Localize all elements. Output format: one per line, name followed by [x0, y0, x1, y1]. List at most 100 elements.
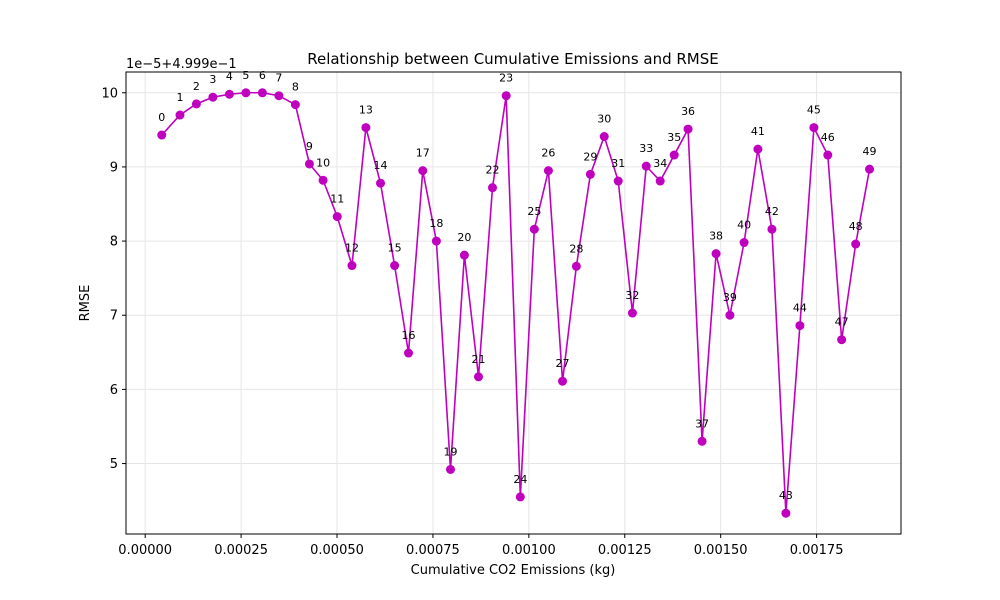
point-label: 4	[226, 70, 233, 83]
data-point	[627, 308, 637, 318]
point-label: 27	[556, 357, 570, 370]
data-point	[446, 464, 456, 474]
point-label: 30	[597, 113, 611, 126]
data-point	[585, 169, 595, 179]
point-label: 32	[625, 289, 639, 302]
point-label: 49	[863, 145, 877, 158]
point-label: 26	[541, 147, 555, 160]
plot-frame	[125, 71, 902, 535]
data-point	[175, 110, 185, 120]
x-tick-label: 0.00050	[310, 543, 364, 558]
point-label: 44	[793, 302, 807, 315]
data-point	[613, 176, 623, 186]
data-point	[304, 159, 314, 169]
data-point	[599, 132, 609, 142]
point-label: 34	[653, 157, 667, 170]
point-label: 10	[316, 156, 330, 169]
point-label: 11	[330, 193, 344, 206]
data-point	[558, 376, 568, 386]
x-tick-label: 0.00000	[118, 543, 172, 558]
data-point	[641, 161, 651, 171]
data-point	[501, 91, 511, 101]
point-label: 5	[242, 69, 249, 82]
data-point	[515, 492, 525, 502]
point-label: 40	[737, 219, 751, 232]
point-label: 43	[779, 489, 793, 502]
data-point	[753, 144, 763, 154]
data-points	[157, 88, 875, 518]
point-label: 3	[209, 73, 216, 86]
data-point	[571, 261, 581, 271]
data-point	[781, 508, 791, 518]
point-label: 42	[765, 205, 779, 218]
data-point	[274, 91, 284, 101]
point-label: 15	[388, 242, 402, 255]
data-point	[376, 178, 386, 188]
data-point	[257, 88, 267, 98]
data-point	[241, 88, 251, 98]
data-point	[431, 236, 441, 246]
y-tick-label: 9	[110, 160, 118, 175]
data-point	[711, 249, 721, 259]
y-tick-label: 7	[110, 309, 118, 324]
data-point	[290, 100, 300, 110]
point-label: 8	[292, 81, 299, 94]
point-label: 46	[821, 131, 835, 144]
point-label: 2	[193, 80, 200, 93]
data-point	[361, 123, 371, 133]
data-point	[837, 335, 847, 345]
point-label: 36	[681, 105, 695, 118]
data-point	[332, 212, 342, 222]
point-label: 37	[695, 417, 709, 430]
data-point	[795, 321, 805, 331]
series-line	[161, 91, 871, 514]
grid	[126, 72, 901, 534]
data-point	[157, 130, 167, 140]
point-label: 16	[401, 329, 415, 342]
point-label: 47	[835, 316, 849, 329]
data-point	[809, 123, 819, 133]
data-point	[418, 166, 428, 176]
x-tick-label: 0.00125	[598, 543, 652, 558]
point-label: 18	[429, 217, 443, 230]
data-point	[318, 175, 328, 185]
x-axis-label: Cumulative CO2 Emissions (kg)	[411, 563, 616, 578]
point-label: 21	[472, 353, 486, 366]
point-label: 41	[751, 125, 765, 138]
point-label: 9	[306, 140, 313, 153]
data-point	[390, 261, 400, 271]
x-tick-label: 0.00175	[790, 543, 844, 558]
x-tick-label: 0.00100	[502, 543, 556, 558]
point-label: 29	[583, 150, 597, 163]
point-label: 48	[849, 220, 863, 233]
point-label: 33	[639, 142, 653, 155]
data-point	[224, 89, 234, 99]
y-tick-label: 6	[110, 383, 118, 398]
y-axis-label: RMSE	[78, 285, 93, 322]
x-axis: 0.00000 0.00025 0.00050 0.00075 0.00100 0.001…	[118, 534, 843, 558]
y-tick-label: 8	[110, 235, 118, 250]
point-label: 13	[359, 104, 373, 117]
point-label: 0	[158, 111, 165, 124]
y-tick-label: 10	[101, 86, 118, 101]
data-point	[474, 372, 484, 382]
data-point	[191, 99, 201, 109]
point-label: 24	[513, 473, 527, 486]
data-point	[347, 261, 357, 271]
point-label: 20	[457, 231, 471, 244]
data-point	[767, 224, 777, 234]
y-tick-label: 5	[110, 457, 118, 472]
data-point	[529, 224, 539, 234]
data-point	[851, 239, 861, 249]
point-label: 22	[485, 164, 499, 177]
point-label: 17	[416, 147, 430, 160]
data-point	[697, 436, 707, 446]
data-point	[683, 124, 693, 134]
point-label: 45	[807, 104, 821, 117]
data-point	[669, 150, 679, 160]
y-offset-text: 1e−5+4.999e−1	[126, 57, 237, 72]
y-axis: 5 6 7 8 9 10	[101, 86, 126, 472]
point-label: 1	[176, 91, 183, 104]
point-label: 12	[345, 242, 359, 255]
